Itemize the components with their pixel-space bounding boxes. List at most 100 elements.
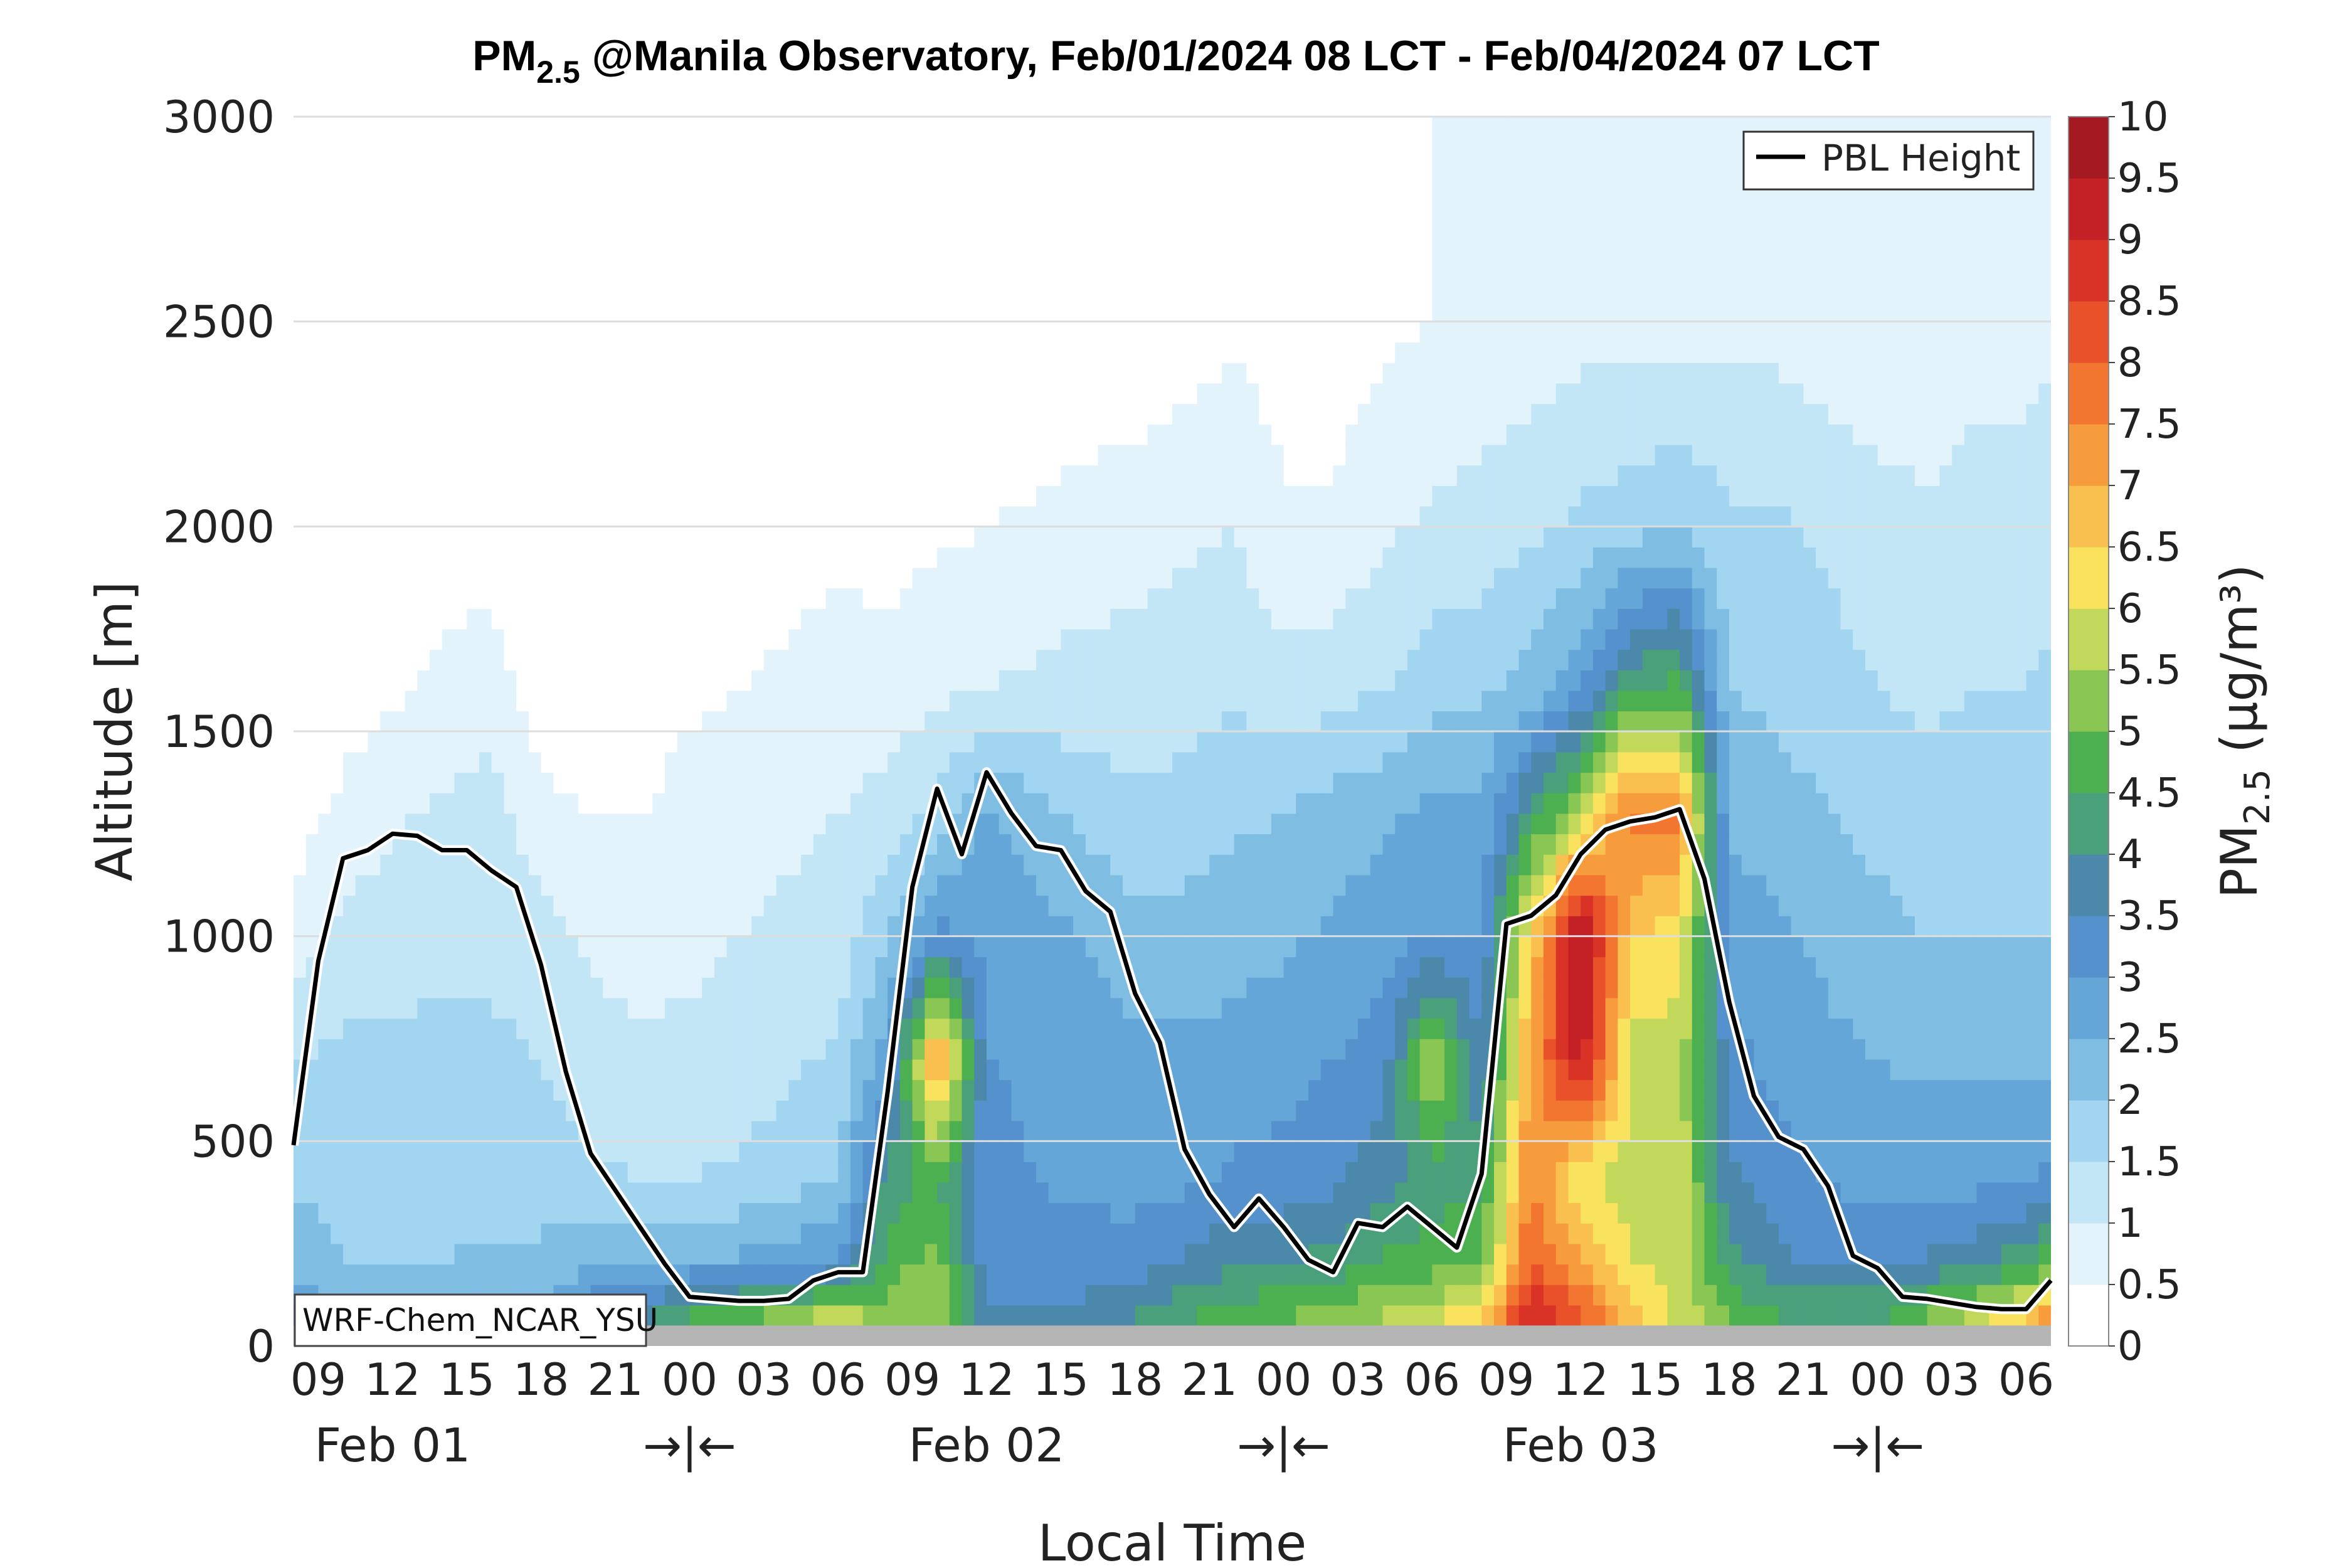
field-cell <box>417 997 430 1019</box>
field-cell <box>1098 690 1111 712</box>
field-cell <box>405 137 418 159</box>
field-cell <box>1246 383 1259 405</box>
field-cell <box>392 690 406 712</box>
field-cell <box>1123 485 1136 507</box>
field-cell <box>1209 240 1222 261</box>
field-cell <box>479 137 492 159</box>
field-cell <box>380 977 393 999</box>
field-cell <box>392 772 406 793</box>
field-cell <box>1123 526 1136 548</box>
field-cell <box>899 1120 913 1142</box>
field-cell <box>974 1202 987 1224</box>
field-cell <box>1234 547 1248 568</box>
field-cell <box>825 1202 839 1224</box>
field-cell <box>788 731 802 753</box>
field-cell <box>912 260 926 282</box>
field-cell <box>961 895 975 916</box>
field-cell <box>405 567 418 589</box>
field-cell <box>491 772 505 793</box>
field-cell <box>1197 1243 1210 1265</box>
field-cell <box>702 1039 715 1060</box>
field-cell <box>838 1243 851 1265</box>
field-cell <box>726 198 740 220</box>
field-cell <box>763 1141 777 1162</box>
field-cell <box>838 874 851 896</box>
field-cell <box>294 219 307 240</box>
field-cell <box>405 506 418 527</box>
field-cell <box>652 588 665 609</box>
field-cell <box>974 465 987 486</box>
field-cell <box>751 260 765 282</box>
field-cell <box>974 731 987 753</box>
field-cell <box>1271 219 1285 240</box>
field-cell <box>590 485 604 507</box>
field-cell <box>937 1059 950 1081</box>
field-cell <box>1184 157 1198 179</box>
field-cell <box>652 1079 665 1101</box>
field-cell <box>417 1059 430 1081</box>
field-cell <box>949 670 963 691</box>
field-cell <box>1283 936 1297 958</box>
field-cell <box>1283 751 1297 773</box>
field-cell <box>454 895 468 916</box>
field-cell <box>1036 1202 1049 1224</box>
field-cell <box>937 321 950 343</box>
field-cell <box>1061 670 1074 691</box>
field-cell <box>813 1243 827 1265</box>
field-cell <box>491 1039 505 1060</box>
field-cell <box>430 690 443 712</box>
field-cell <box>355 711 369 732</box>
field-cell <box>1283 977 1297 999</box>
field-cell <box>1197 157 1210 179</box>
field-cell <box>689 731 702 753</box>
field-cell <box>801 383 814 405</box>
field-cell <box>825 301 839 322</box>
field-cell <box>714 834 728 855</box>
field-cell <box>1259 1039 1272 1060</box>
field-cell <box>1221 424 1235 445</box>
field-cell <box>689 874 702 896</box>
field-cell <box>1283 485 1297 507</box>
field-cell <box>763 1305 777 1327</box>
field-cell <box>516 711 529 732</box>
field-cell <box>689 649 702 670</box>
field-cell <box>714 567 728 589</box>
field-cell <box>355 526 369 548</box>
field-cell <box>912 977 926 999</box>
field-cell <box>467 444 480 466</box>
field-cell <box>504 895 517 916</box>
field-cell <box>887 1223 901 1244</box>
field-cell <box>1271 1018 1285 1039</box>
field-cell <box>1209 198 1222 220</box>
field-cell <box>875 567 888 589</box>
field-cell <box>627 1059 641 1081</box>
field-cell <box>1271 854 1285 876</box>
field-cell <box>603 977 616 999</box>
field-cell <box>949 1120 963 1142</box>
field-cell <box>1073 1223 1086 1244</box>
field-cell <box>1271 997 1285 1019</box>
field-cell <box>987 977 1000 999</box>
field-cell <box>838 834 851 855</box>
field-cell <box>590 977 604 999</box>
field-cell <box>615 670 628 691</box>
field-cell <box>1073 403 1086 425</box>
field-cell <box>974 608 987 630</box>
field-cell <box>751 1059 765 1081</box>
field-cell <box>1048 588 1062 609</box>
field-cell <box>1036 301 1049 322</box>
field-cell <box>1271 1100 1285 1121</box>
field-cell <box>1184 1243 1198 1265</box>
field-cell <box>1085 916 1099 937</box>
field-cell <box>652 342 665 363</box>
field-cell <box>1221 936 1235 958</box>
field-cell <box>912 772 926 793</box>
field-cell <box>924 690 938 712</box>
field-cell <box>516 383 529 405</box>
field-cell <box>801 1162 814 1183</box>
field-cell <box>640 301 654 322</box>
field-cell <box>1123 588 1136 609</box>
field-cell <box>912 751 926 773</box>
field-cell <box>776 1162 790 1183</box>
field-cell <box>516 526 529 548</box>
